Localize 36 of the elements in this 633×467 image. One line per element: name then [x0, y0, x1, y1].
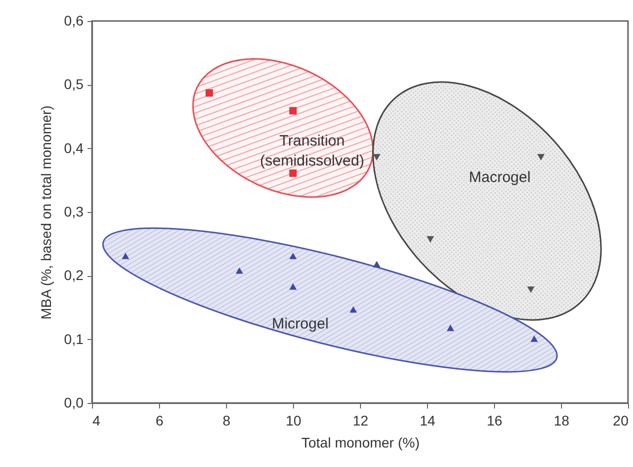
- point: [446, 324, 454, 332]
- point: [537, 154, 545, 160]
- y-axis-title: MBA (%, based on total monomer): [38, 106, 54, 320]
- point: [206, 89, 213, 97]
- x-tick-label: 14: [420, 412, 436, 428]
- y-tick-label: 0,6: [64, 12, 84, 28]
- series-label: Macrogel: [468, 168, 531, 186]
- x-tick-label: 16: [486, 412, 502, 428]
- point: [236, 267, 244, 274]
- x-tick-label: 10: [286, 412, 302, 428]
- point: [289, 169, 297, 177]
- y-tick-label: 0,3: [64, 204, 84, 220]
- point: [527, 286, 535, 293]
- x-tick-label: 6: [156, 412, 164, 428]
- point: [350, 306, 358, 313]
- point: [530, 335, 538, 342]
- x-tick-label: 12: [352, 412, 368, 428]
- series-label: Transition (semidissolved): [260, 132, 364, 170]
- point: [426, 236, 434, 243]
- point: [289, 107, 297, 114]
- x-tick-label: 18: [554, 412, 570, 428]
- y-tick-label: 0,5: [64, 76, 84, 92]
- series-label: Microgel: [272, 316, 329, 333]
- y-tick-label: 0,2: [64, 267, 84, 284]
- point: [289, 252, 297, 260]
- x-axis-title: Total monomer (%): [301, 434, 420, 450]
- point: [289, 283, 297, 290]
- point: [373, 154, 380, 160]
- point: [373, 260, 380, 268]
- x-tick-label: 4: [92, 412, 100, 428]
- x-tick-label: 8: [222, 412, 231, 428]
- y-tick-label: 0,4: [64, 140, 84, 156]
- x-tick-label: 20: [612, 412, 629, 428]
- point: [122, 252, 130, 260]
- y-tick-label: 0,0: [64, 394, 84, 410]
- y-tick-label: 0,1: [64, 330, 84, 347]
